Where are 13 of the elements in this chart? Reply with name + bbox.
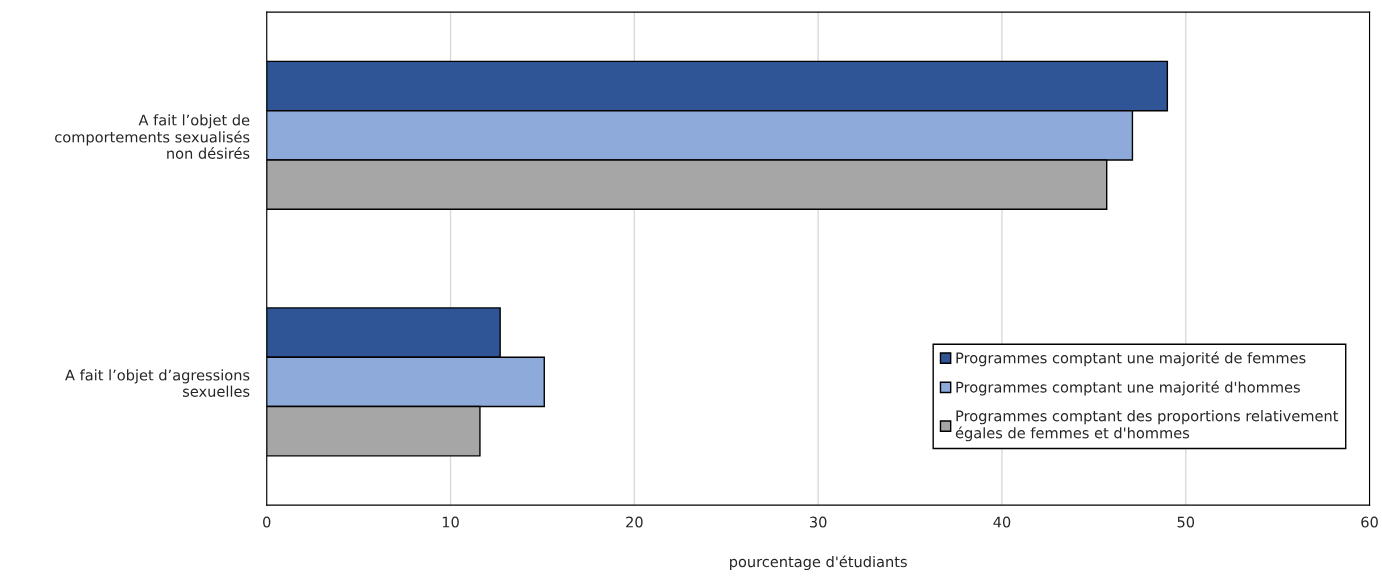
x-tick-label: 10	[442, 516, 459, 528]
legend-label: Programmes comptant une majorité de femmes	[956, 351, 1306, 367]
x-tick-label: 50	[1177, 516, 1195, 528]
x-tick-label: 30	[809, 516, 827, 528]
y-tick-label: A fait l’objet de comportements sexualisés non désirés	[55, 114, 250, 159]
x-axis-title: pourcentage d'étudiants	[730, 555, 907, 571]
x-tick-label: 60	[1361, 516, 1378, 528]
x-tick-label: 20	[626, 516, 643, 528]
y-tick-label: A fait l’objet d’agressions sexuelles	[65, 369, 250, 397]
legend-label: Programmes comptant des proportions relativement égales de femmes et d'hommes	[955, 410, 1339, 442]
x-tick-label: 0	[263, 516, 271, 528]
legend-label: Programmes comptant une majorité d'hommes	[956, 380, 1300, 396]
x-tick-label: 40	[993, 516, 1011, 528]
